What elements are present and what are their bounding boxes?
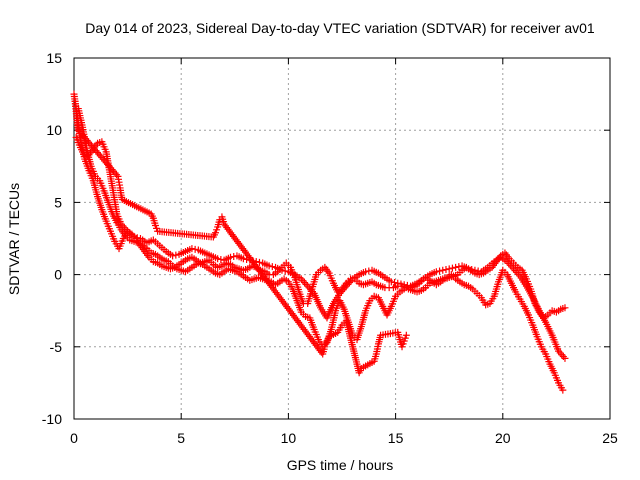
y-tick-label: 15 <box>46 50 62 66</box>
data-point <box>362 268 370 276</box>
data-point <box>99 155 107 163</box>
data-point <box>111 169 119 177</box>
x-tick-label: 25 <box>602 430 618 446</box>
data-point <box>95 150 103 158</box>
data-point <box>86 140 94 148</box>
data-point <box>471 266 479 274</box>
data-point <box>474 267 482 275</box>
data-point <box>255 258 263 266</box>
data-point <box>452 263 460 271</box>
x-tick-label: 15 <box>388 430 404 446</box>
data-point <box>169 252 177 260</box>
data-point <box>88 142 96 150</box>
data-point <box>432 268 440 276</box>
data-point <box>281 267 289 275</box>
data-point <box>112 171 120 179</box>
y-tick-label: 10 <box>46 122 62 138</box>
data-point <box>239 255 247 263</box>
data-point <box>439 266 447 274</box>
data-point <box>558 351 566 359</box>
data-point <box>102 159 110 167</box>
data-point <box>83 136 91 144</box>
data-point <box>82 135 90 143</box>
axis-ticks: 0 5 10 15 20 25 -10 -5 0 5 10 15 <box>42 50 618 446</box>
data-point <box>79 131 87 139</box>
data-point <box>93 148 101 156</box>
y-tick-label: -5 <box>50 339 63 355</box>
data-point <box>110 167 118 175</box>
data-point <box>387 278 395 286</box>
data-point <box>561 304 569 312</box>
data-point <box>191 245 199 253</box>
data-point <box>559 353 567 361</box>
y-tick-label: 5 <box>54 194 62 210</box>
data-point <box>402 331 410 339</box>
y-tick-label: -10 <box>42 411 62 427</box>
data-point <box>464 265 472 273</box>
data-points <box>70 90 569 394</box>
data-point <box>214 255 222 263</box>
data-point <box>227 253 235 261</box>
plot-frame <box>73 57 611 420</box>
data-point <box>300 279 308 287</box>
data-point <box>172 251 180 259</box>
data-point <box>278 266 286 274</box>
data-point <box>108 166 116 174</box>
x-tick-label: 5 <box>177 430 185 446</box>
chart-title: Day 014 of 2023, Sidereal Day-to-day VTE… <box>85 20 595 36</box>
data-point <box>80 133 88 141</box>
data-point <box>445 265 453 273</box>
data-point <box>105 162 113 170</box>
data-point <box>468 266 476 274</box>
x-tick-label: 20 <box>495 430 511 446</box>
data-point <box>391 279 399 287</box>
data-point <box>394 279 402 287</box>
data-point <box>107 164 115 172</box>
y-tick-label: 0 <box>54 267 62 283</box>
data-point <box>133 234 141 242</box>
data-point <box>96 152 104 160</box>
data-point <box>98 154 106 162</box>
x-tick-label: 0 <box>70 430 78 446</box>
grid <box>74 58 610 419</box>
data-point <box>265 262 273 270</box>
data-point <box>436 267 444 275</box>
x-tick-label: 10 <box>281 430 297 446</box>
data-point <box>89 143 97 151</box>
data-point <box>448 264 456 272</box>
y-axis-label: SDTVAR / TECUs <box>6 183 22 295</box>
x-axis-label: GPS time / hours <box>287 457 394 473</box>
data-point <box>302 280 310 288</box>
data-point <box>299 277 307 285</box>
data-point <box>559 386 567 394</box>
data-point <box>508 263 516 271</box>
data-point <box>397 280 405 288</box>
data-point <box>104 160 112 168</box>
data-point <box>442 266 450 274</box>
data-point <box>85 138 93 146</box>
data-point <box>74 126 82 134</box>
data-point <box>188 245 196 253</box>
data-point <box>77 130 85 138</box>
data-point <box>268 263 276 271</box>
data-point <box>76 128 84 136</box>
data-point <box>92 147 100 155</box>
data-point <box>90 145 98 153</box>
data-point <box>561 354 569 362</box>
data-point <box>101 157 109 165</box>
